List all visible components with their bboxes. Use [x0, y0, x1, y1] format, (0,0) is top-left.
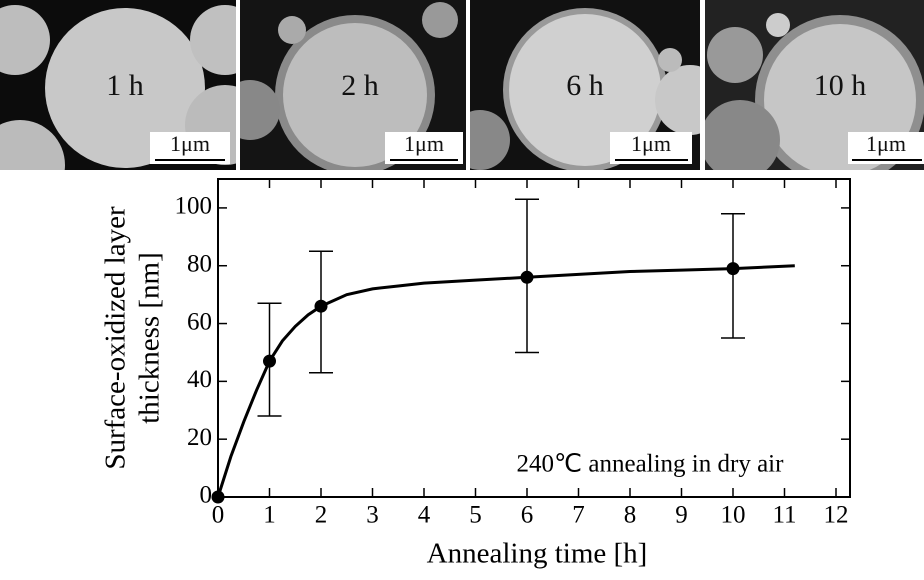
y-tick-label: 40	[187, 366, 212, 393]
x-tick-label: 0	[212, 502, 225, 529]
annotation: 240℃ annealing in dry air	[517, 451, 785, 478]
x-tick-label: 12	[824, 502, 849, 529]
y-tick-label: 0	[200, 482, 213, 509]
scale-box	[610, 132, 692, 164]
panel-label: 10 h	[814, 69, 867, 102]
x-tick-label: 3	[366, 502, 379, 529]
y-tick-label: 60	[187, 308, 212, 335]
x-tick-label: 6	[521, 502, 534, 529]
y-tick-label: 100	[175, 193, 213, 220]
micrograph	[705, 0, 924, 170]
scale-bar-label: 1μm	[631, 131, 671, 156]
x-tick-label: 10	[721, 502, 746, 529]
data-point	[211, 490, 225, 504]
micrograph	[470, 0, 700, 170]
scale-bar-label: 1μm	[866, 131, 906, 156]
x-tick-label: 4	[418, 502, 431, 529]
x-tick-label: 8	[624, 502, 637, 529]
data-point	[314, 299, 328, 313]
x-tick-label: 1	[263, 502, 276, 529]
y-axis-label: thickness [nm]	[134, 252, 166, 424]
plot-frame	[217, 178, 851, 498]
x-tick-label: 11	[772, 502, 796, 529]
x-axis-label: Annealing time [h]	[427, 538, 648, 570]
micrograph	[240, 0, 466, 170]
panel-label: 6 h	[566, 69, 604, 102]
y-tick-label: 80	[187, 250, 212, 277]
data-point	[520, 270, 534, 284]
scale-box	[150, 132, 230, 164]
y-tick-label: 20	[187, 424, 212, 451]
scale-bar-label: 1μm	[170, 131, 210, 156]
x-tick-label: 9	[675, 502, 688, 529]
data-point	[263, 354, 276, 368]
y-axis-label: Surface-oxidized layer	[100, 206, 132, 470]
data-point	[726, 262, 740, 276]
scale-bar-label: 1μm	[404, 131, 444, 156]
x-tick-label: 7	[572, 502, 585, 529]
panel-label: 2 h	[341, 69, 379, 102]
panel-label: 1 h	[106, 69, 144, 102]
x-tick-label: 5	[469, 502, 482, 529]
x-tick-label: 2	[315, 502, 328, 529]
fit-curve	[216, 264, 795, 498]
scale-box	[848, 132, 924, 164]
scale-box	[385, 132, 463, 164]
error-bar	[721, 212, 745, 339]
micrograph	[0, 0, 236, 170]
